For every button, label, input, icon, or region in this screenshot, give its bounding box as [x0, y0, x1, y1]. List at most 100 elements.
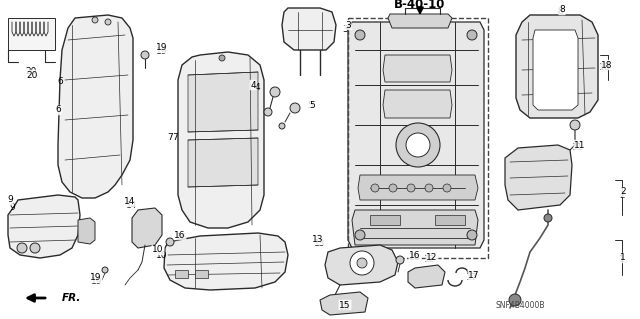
Text: 2: 2: [619, 190, 625, 199]
Circle shape: [105, 19, 111, 25]
Circle shape: [264, 108, 272, 116]
Circle shape: [17, 243, 27, 253]
Text: 6: 6: [55, 106, 61, 115]
Text: 16: 16: [174, 231, 186, 240]
Circle shape: [357, 258, 367, 268]
Text: 16: 16: [176, 234, 188, 242]
Circle shape: [279, 123, 285, 129]
Circle shape: [270, 87, 280, 97]
Text: 1: 1: [620, 254, 626, 263]
Circle shape: [141, 51, 149, 59]
Circle shape: [219, 55, 225, 61]
Text: 19: 19: [92, 278, 103, 286]
Polygon shape: [58, 15, 133, 198]
Text: 10: 10: [156, 250, 168, 259]
Polygon shape: [505, 145, 572, 210]
Circle shape: [30, 243, 40, 253]
Text: 15: 15: [339, 300, 351, 309]
Text: 7: 7: [172, 133, 178, 143]
Text: 1: 1: [619, 256, 625, 264]
Polygon shape: [188, 138, 258, 187]
Text: 3: 3: [342, 26, 348, 34]
Circle shape: [389, 184, 397, 192]
Text: 2: 2: [620, 188, 626, 197]
Text: 18: 18: [599, 63, 611, 72]
Circle shape: [425, 184, 433, 192]
Polygon shape: [188, 72, 258, 132]
Polygon shape: [435, 215, 465, 225]
Polygon shape: [352, 210, 478, 245]
Text: 12: 12: [426, 253, 438, 262]
Circle shape: [544, 214, 552, 222]
Polygon shape: [320, 292, 368, 315]
Polygon shape: [383, 90, 452, 118]
Text: 13: 13: [312, 235, 324, 244]
Text: SNF4B4000B: SNF4B4000B: [495, 301, 545, 310]
Text: 20: 20: [26, 68, 36, 77]
Text: 8: 8: [559, 5, 565, 14]
Text: 6: 6: [57, 78, 63, 86]
Polygon shape: [408, 265, 445, 288]
Polygon shape: [383, 55, 452, 82]
Text: 16: 16: [409, 254, 420, 263]
Text: 5: 5: [309, 100, 315, 109]
Text: 3: 3: [345, 20, 351, 29]
Text: 4: 4: [254, 84, 260, 93]
Text: 9: 9: [9, 204, 15, 212]
Circle shape: [443, 184, 451, 192]
Text: 7: 7: [167, 133, 173, 143]
Circle shape: [407, 184, 415, 192]
Polygon shape: [348, 22, 484, 248]
Polygon shape: [132, 208, 162, 248]
Circle shape: [92, 17, 98, 23]
Polygon shape: [282, 8, 336, 50]
Text: FR.: FR.: [62, 293, 81, 303]
Circle shape: [396, 123, 440, 167]
Polygon shape: [175, 270, 188, 278]
Text: 13: 13: [314, 239, 326, 248]
Text: 16: 16: [409, 250, 420, 259]
Polygon shape: [195, 270, 208, 278]
Polygon shape: [370, 215, 400, 225]
Text: 5: 5: [307, 100, 313, 109]
Polygon shape: [388, 14, 452, 28]
Polygon shape: [8, 195, 80, 258]
Text: 15: 15: [339, 303, 351, 313]
Circle shape: [467, 30, 477, 40]
Circle shape: [166, 238, 174, 246]
Circle shape: [406, 133, 430, 157]
Circle shape: [102, 267, 108, 273]
Circle shape: [350, 251, 374, 275]
Text: 19: 19: [156, 43, 168, 53]
Text: 8: 8: [557, 8, 563, 17]
Text: 9: 9: [7, 196, 13, 204]
Polygon shape: [516, 15, 598, 118]
Polygon shape: [358, 175, 478, 200]
Text: 14: 14: [124, 197, 136, 206]
Text: 14: 14: [126, 201, 138, 210]
Circle shape: [355, 30, 365, 40]
Polygon shape: [178, 52, 264, 228]
Circle shape: [371, 184, 379, 192]
Text: B-40-10: B-40-10: [394, 0, 445, 11]
Text: 11: 11: [574, 140, 586, 150]
Text: 19: 19: [90, 273, 102, 283]
Polygon shape: [164, 233, 288, 290]
Polygon shape: [78, 218, 95, 244]
Text: 20: 20: [26, 70, 38, 79]
Text: 11: 11: [572, 144, 584, 152]
Text: 19: 19: [156, 48, 168, 56]
Text: 12: 12: [424, 256, 436, 264]
Text: 17: 17: [467, 273, 477, 283]
Circle shape: [290, 103, 300, 113]
Text: 10: 10: [152, 246, 164, 255]
Polygon shape: [325, 245, 398, 285]
Circle shape: [509, 294, 521, 306]
Circle shape: [355, 230, 365, 240]
Circle shape: [467, 230, 477, 240]
Circle shape: [396, 256, 404, 264]
Polygon shape: [8, 18, 55, 50]
Text: 4: 4: [250, 80, 256, 90]
Polygon shape: [533, 30, 578, 110]
Text: 17: 17: [468, 271, 480, 279]
